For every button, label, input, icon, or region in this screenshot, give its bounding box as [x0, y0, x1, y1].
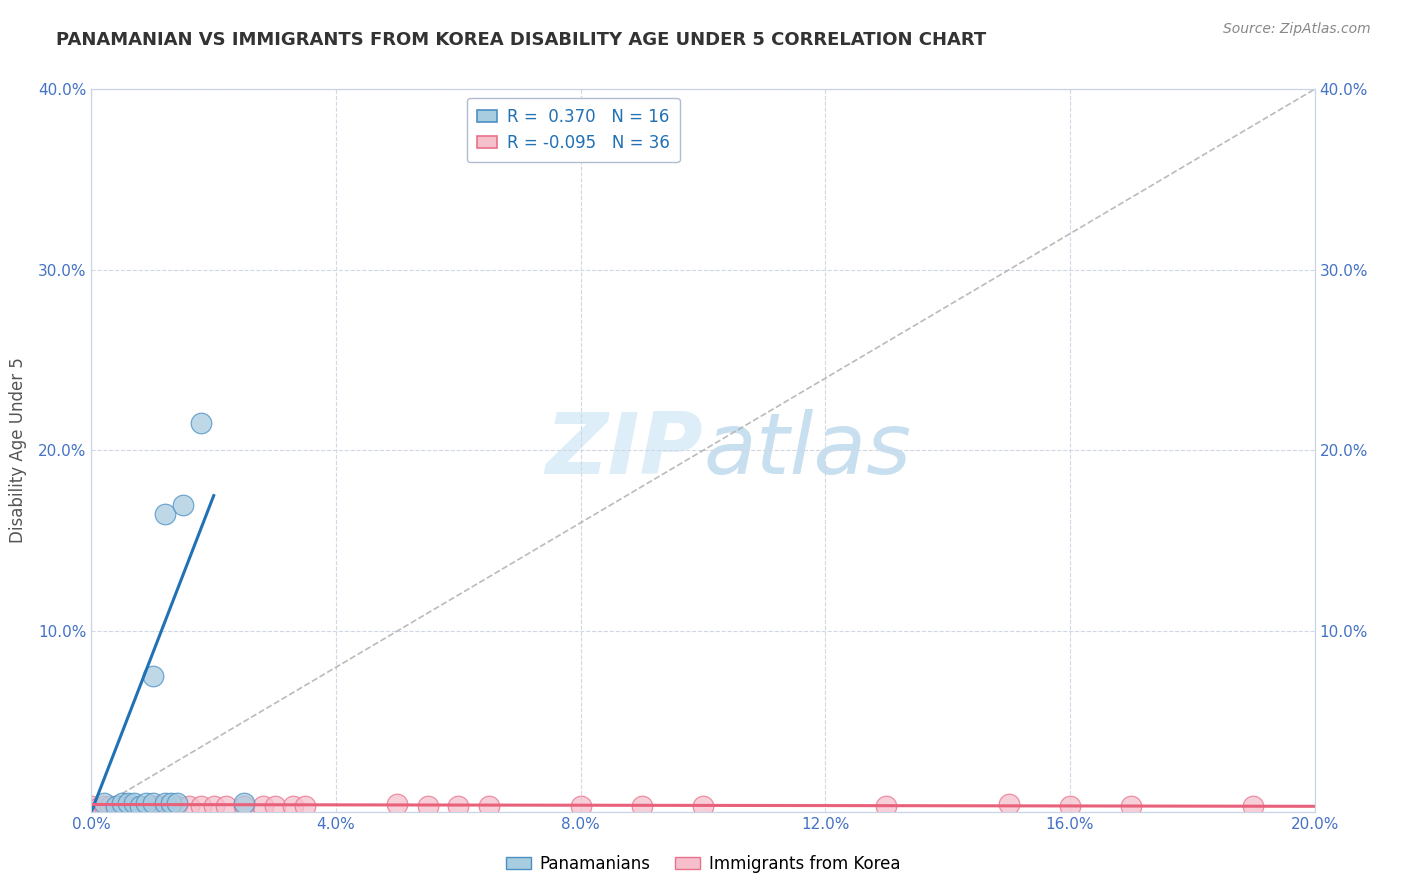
Point — [215, 799, 238, 814]
Point — [129, 799, 152, 814]
Point — [122, 801, 145, 815]
Point — [385, 797, 409, 812]
Point — [294, 799, 316, 814]
Point — [172, 498, 194, 512]
Point — [160, 796, 183, 810]
Point — [86, 801, 108, 815]
Point — [111, 799, 134, 814]
Point — [129, 799, 152, 814]
Point — [135, 801, 157, 815]
Point — [93, 799, 115, 814]
Point — [160, 799, 183, 814]
Point — [111, 796, 134, 810]
Point — [1243, 799, 1265, 814]
Point — [166, 796, 188, 810]
Point — [153, 796, 176, 810]
Point — [104, 799, 127, 814]
Point — [692, 799, 714, 814]
Point — [252, 799, 274, 814]
Point — [283, 799, 305, 814]
Point — [166, 799, 188, 814]
Point — [233, 799, 256, 814]
Point — [1059, 799, 1081, 814]
Point — [264, 799, 287, 814]
Point — [117, 796, 139, 810]
Y-axis label: Disability Age Under 5: Disability Age Under 5 — [8, 358, 27, 543]
Text: Source: ZipAtlas.com: Source: ZipAtlas.com — [1223, 22, 1371, 37]
Point — [135, 796, 157, 810]
Point — [93, 796, 115, 810]
Point — [148, 799, 170, 814]
Point — [190, 417, 212, 431]
Point — [104, 801, 127, 815]
Point — [117, 799, 139, 814]
Point — [141, 796, 163, 810]
Point — [98, 799, 121, 814]
Point — [179, 799, 201, 814]
Legend: Panamanians, Immigrants from Korea: Panamanians, Immigrants from Korea — [499, 848, 907, 880]
Point — [80, 799, 103, 814]
Text: ZIP: ZIP — [546, 409, 703, 492]
Point — [233, 796, 256, 810]
Point — [202, 799, 225, 814]
Point — [153, 799, 176, 814]
Point — [416, 799, 439, 814]
Point — [141, 669, 163, 683]
Text: atlas: atlas — [703, 409, 911, 492]
Point — [122, 796, 145, 810]
Point — [875, 799, 898, 814]
Point — [153, 507, 176, 521]
Point — [1121, 799, 1143, 814]
Point — [998, 797, 1021, 812]
Text: PANAMANIAN VS IMMIGRANTS FROM KOREA DISABILITY AGE UNDER 5 CORRELATION CHART: PANAMANIAN VS IMMIGRANTS FROM KOREA DISA… — [56, 31, 987, 49]
Point — [569, 799, 592, 814]
Point — [190, 799, 212, 814]
Point — [447, 799, 470, 814]
Point — [141, 799, 163, 814]
Point — [478, 799, 501, 814]
Legend: R =  0.370   N = 16, R = -0.095   N = 36: R = 0.370 N = 16, R = -0.095 N = 36 — [467, 97, 679, 161]
Point — [631, 799, 654, 814]
